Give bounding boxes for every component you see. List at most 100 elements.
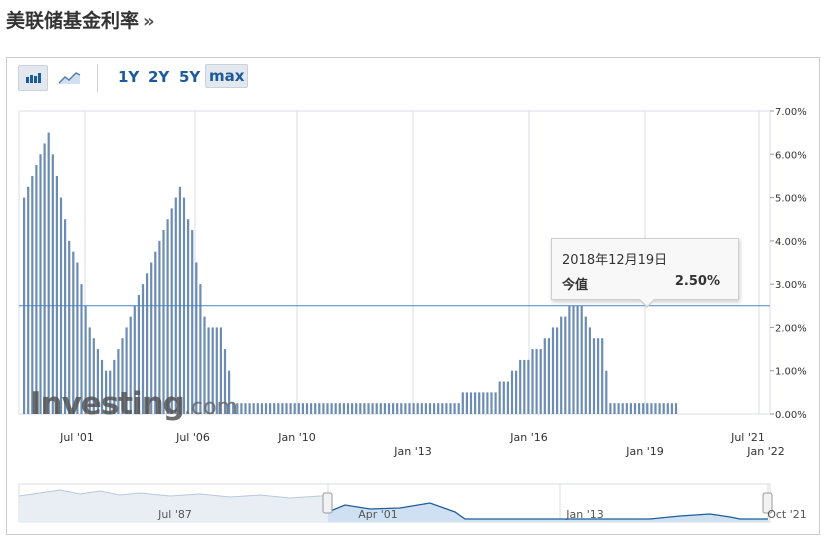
bar [273, 403, 276, 414]
bar [646, 403, 649, 414]
bar [256, 403, 259, 414]
bar [158, 240, 161, 414]
bar [506, 381, 509, 414]
bar [633, 403, 637, 414]
bar [232, 403, 235, 414]
bar [248, 403, 251, 414]
bar [314, 403, 317, 414]
bar [674, 403, 678, 414]
logo-suffix: .com [184, 395, 238, 420]
range-max-button[interactable]: max [205, 64, 249, 88]
bar [445, 403, 448, 414]
y-tick-label: 6.00% [775, 150, 807, 161]
bar [396, 403, 399, 414]
navigator-selected-area [328, 503, 768, 522]
bar [310, 403, 313, 414]
bar [629, 403, 632, 414]
navigator-label: Oct '21 [767, 508, 807, 521]
bar [408, 403, 411, 414]
logo-brand: Investing [30, 386, 185, 422]
bar [453, 403, 456, 414]
bar [556, 327, 559, 414]
bar [117, 349, 120, 414]
bar [387, 403, 391, 414]
x-tick-label: Jul '21 [730, 431, 765, 444]
y-tick-label: 1.00% [775, 367, 807, 378]
x-tick-label: Jul '06 [175, 431, 210, 444]
bar [166, 219, 169, 414]
bar [285, 403, 288, 414]
bar [375, 403, 378, 414]
bar [379, 403, 382, 414]
bar [150, 262, 153, 414]
bar [400, 403, 403, 414]
bar [572, 305, 575, 414]
range-5y-button[interactable]: 5Y [179, 68, 201, 86]
navigator-right-handle [762, 492, 773, 514]
bar [27, 186, 30, 414]
bar [383, 403, 386, 414]
bar [31, 175, 34, 414]
x-tick-label: Jan '16 [509, 431, 547, 444]
bar [137, 294, 140, 414]
bar [449, 403, 452, 414]
bar [424, 403, 427, 414]
bar [543, 338, 546, 414]
bar [277, 403, 280, 414]
bar [297, 403, 300, 414]
bar [363, 403, 366, 414]
plot-frame [18, 110, 771, 415]
bar [289, 403, 292, 414]
bar [617, 403, 620, 414]
bar [650, 403, 653, 414]
y-tick-label: 4.00% [775, 237, 807, 248]
bar [141, 284, 145, 414]
bar [51, 154, 54, 415]
bar [203, 316, 206, 414]
bar [346, 403, 350, 414]
bar [113, 359, 116, 414]
bar [416, 403, 419, 414]
bar [223, 349, 227, 414]
range-1y-button[interactable]: 1Y [118, 68, 140, 86]
bar [404, 403, 407, 414]
bar [76, 262, 79, 414]
line-chart-icon[interactable] [54, 65, 84, 91]
y-tick-label: 2.00% [775, 323, 807, 334]
bar [670, 403, 673, 414]
bar [351, 403, 354, 414]
bar [605, 370, 608, 414]
range-2y-button[interactable]: 2Y [148, 68, 170, 86]
bar [502, 381, 505, 414]
bar [84, 305, 87, 414]
bar [588, 327, 591, 414]
page-title: 美联储基金利率» [6, 6, 155, 33]
bar [580, 305, 583, 414]
bar-chart-icon[interactable] [18, 65, 48, 91]
bar [428, 403, 432, 414]
tooltip-value: 2.50% [674, 274, 720, 289]
y-tick-label: 7.00% [775, 107, 807, 118]
bar [334, 403, 337, 414]
title-arrow-icon[interactable]: » [143, 11, 155, 32]
bar [293, 403, 296, 414]
navigator-history-area [19, 490, 328, 522]
bar [100, 359, 104, 414]
y-tick-label: 5.00% [775, 194, 807, 205]
bar [568, 305, 571, 414]
bar [330, 403, 333, 414]
bar [576, 305, 579, 414]
bar [318, 403, 321, 414]
bar [96, 349, 99, 414]
bar [461, 392, 464, 414]
hover-tooltip: 2018年12月19日 今值 2.50% [551, 238, 739, 308]
bar [535, 349, 538, 414]
bar [498, 381, 501, 414]
bar [260, 403, 263, 414]
bar [560, 316, 563, 414]
bar [457, 403, 460, 414]
bar [437, 403, 440, 414]
bar [92, 338, 95, 414]
bar [412, 403, 415, 414]
bar [584, 316, 587, 414]
